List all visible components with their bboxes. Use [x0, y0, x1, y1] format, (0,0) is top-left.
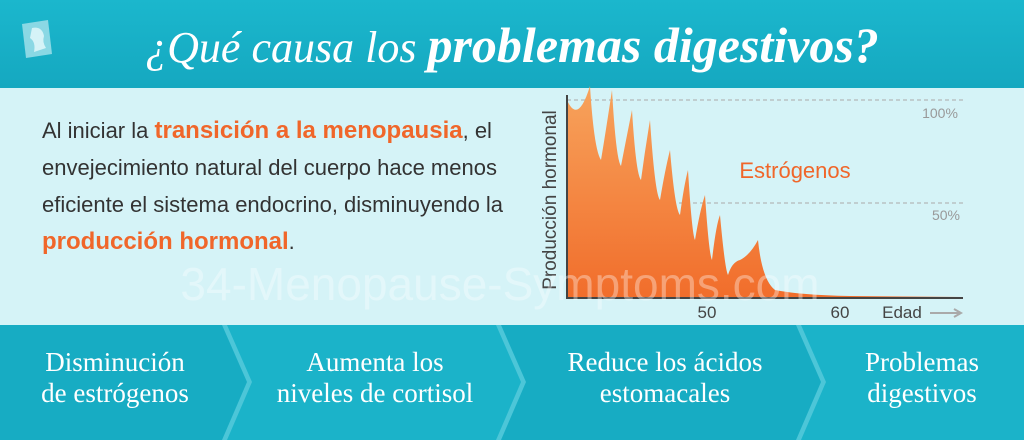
title-bold: problemas digestivos?	[427, 17, 879, 73]
step-line: estomacales	[599, 378, 731, 408]
step-line: Aumenta los	[306, 347, 444, 377]
step-line: digestivos	[867, 378, 977, 408]
step-line: Reduce los ácidos	[567, 347, 763, 377]
step-line: de estrógenos	[41, 378, 189, 408]
step: Disminución de estrógenos	[0, 347, 230, 409]
x-axis-label: Edad	[882, 303, 922, 322]
arrow	[930, 308, 964, 318]
body-text: Al iniciar la	[42, 118, 155, 143]
emphasis-text: producción hormonal	[42, 228, 289, 255]
y-tick-label: 100%	[922, 105, 958, 121]
title-light: ¿Qué causa los	[145, 23, 417, 72]
title: ¿Qué causa los problemas digestivos?	[0, 16, 1024, 74]
x-tick-label: 60	[831, 303, 850, 322]
step-line: Disminución	[45, 347, 185, 377]
watermark: 34-Menopause-Symptoms.com	[180, 258, 819, 310]
paragraph: Al iniciar la transición a la menopausia…	[42, 112, 532, 260]
step: Aumenta los niveles de cortisol	[240, 347, 510, 409]
step-arrows	[0, 325, 1024, 440]
curve-label: Estrógenos	[739, 158, 850, 183]
x-tick-label: 50	[698, 303, 717, 322]
logo	[22, 20, 52, 58]
step: Reduce los ácidos estomacales	[520, 347, 810, 409]
step-line: niveles de cortisol	[276, 378, 474, 408]
y-axis-label: Producción hormonal	[540, 110, 561, 290]
body-text: .	[288, 229, 295, 254]
header: ¿Qué causa los problemas digestivos?	[0, 0, 1024, 88]
step-line: Problemas	[865, 347, 979, 377]
emphasis-text: transición a la menopausia	[154, 117, 463, 144]
estrogen-curve	[567, 86, 963, 298]
step: Problemas digestivos	[820, 347, 1024, 409]
y-tick-label: 50%	[932, 207, 960, 223]
body-text: , el envejecimiento natural del cuerpo h…	[42, 118, 504, 217]
illustration: 100% 50% 50 60 Edad Producción hormonal …	[180, 86, 964, 322]
